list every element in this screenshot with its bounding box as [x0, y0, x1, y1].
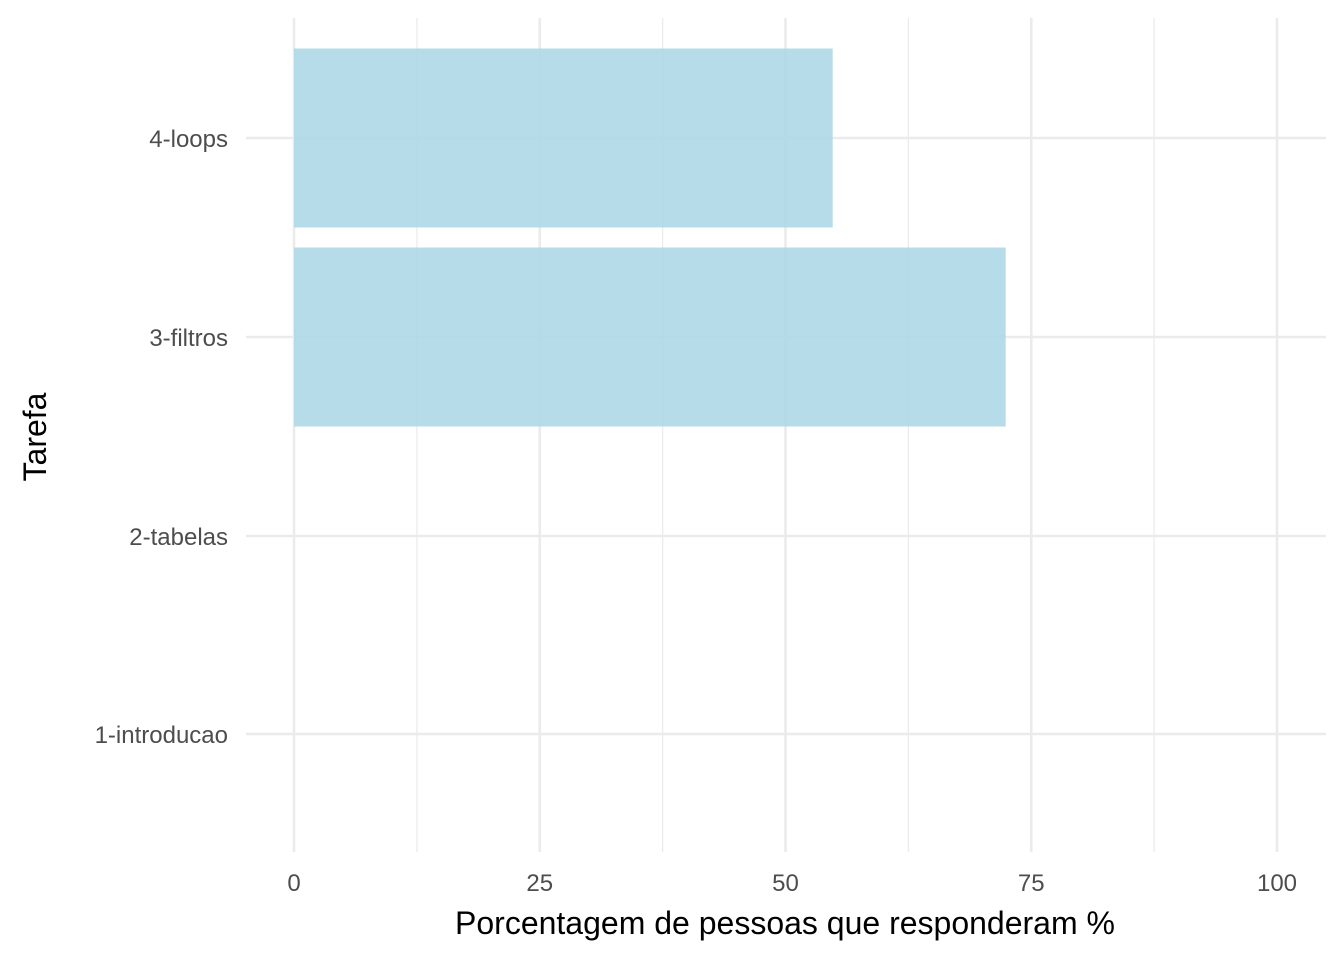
- y-axis-title: Tarefa: [17, 392, 53, 481]
- x-tick-labels: 0 25 50 75 100: [287, 870, 1297, 897]
- bar-4-loops: [294, 48, 833, 228]
- y-tick-labels: 1-introducao 2-tabelas 3-filtros 4-loops: [95, 126, 228, 749]
- x-tick-label: 100: [1257, 870, 1297, 897]
- y-tick-label: 4-loops: [149, 126, 228, 153]
- y-tick-label: 2-tabelas: [129, 524, 228, 551]
- x-tick-label: 0: [287, 870, 300, 897]
- x-tick-label: 75: [1018, 870, 1045, 897]
- bar-3-filtros: [294, 247, 1006, 427]
- x-axis-title: Porcentagem de pessoas que responderam %: [455, 905, 1115, 941]
- x-tick-label: 25: [526, 870, 553, 897]
- bars: [294, 48, 1006, 427]
- x-tick-label: 50: [772, 870, 799, 897]
- y-tick-label: 3-filtros: [149, 325, 228, 352]
- y-tick-label: 1-introducao: [95, 722, 228, 749]
